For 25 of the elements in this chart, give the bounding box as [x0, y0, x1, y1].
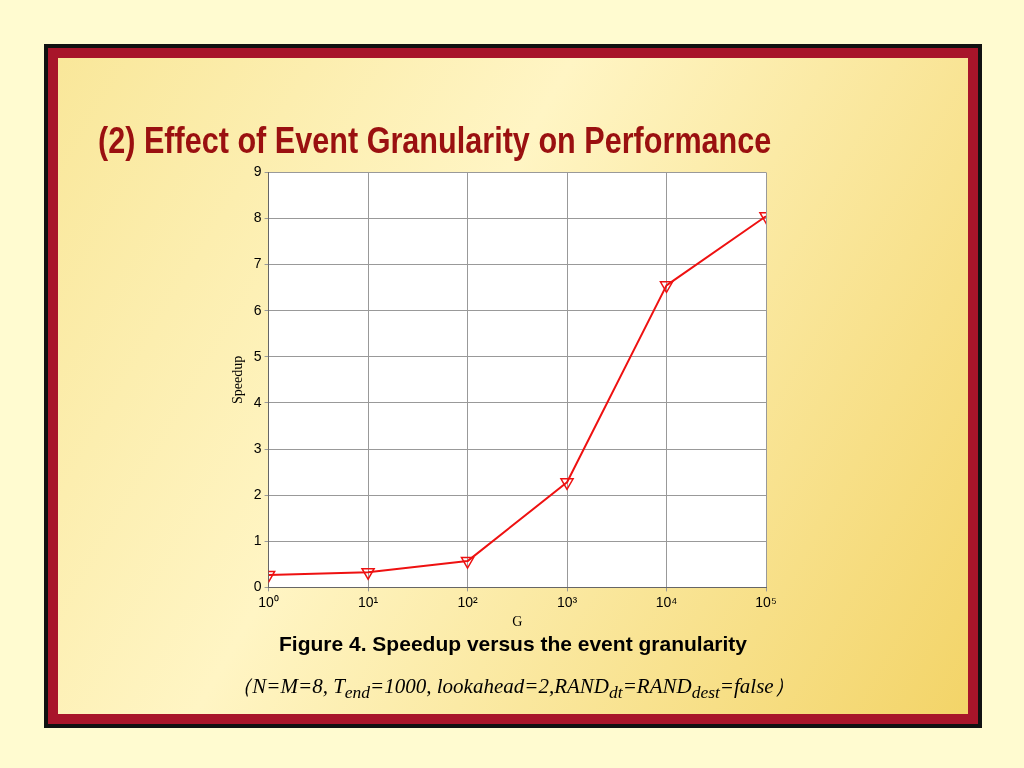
x-axis-title: G: [512, 614, 523, 630]
y-tick-label: 9: [253, 163, 262, 180]
y-tick-label: 6: [253, 301, 262, 318]
point: [460, 556, 475, 569]
y-tick-label: 3: [253, 439, 262, 456]
y-tick-label: 8: [253, 209, 262, 226]
point: [560, 478, 574, 491]
y-tick-label: 5: [253, 347, 262, 364]
y-tick-label: 7: [253, 255, 262, 272]
point: [361, 567, 375, 580]
x-tick-label: 10⁴: [655, 593, 678, 610]
x-tick-label: 10⁰: [258, 593, 279, 610]
y-tick-label: 2: [253, 486, 262, 503]
caption: Figure 4. Speedup versus the event granularity: [278, 632, 748, 656]
y-tick-label: 0: [253, 578, 262, 595]
x-tick-label: 10²: [457, 593, 479, 610]
x-tick-label: 10¹: [357, 593, 379, 610]
x-tick-label: 10³: [556, 593, 578, 610]
text: （N=M=8, T$_{end}$=1000, lookahead=2,RAND$_{dt}$=RAND$_{dest}$=false）: [230, 673, 796, 704]
chart-title: (2) Effect of Event Granularity on Performance: [98, 120, 772, 162]
y-tick-label: 4: [253, 393, 262, 410]
x-tick-label: 10⁵: [755, 593, 777, 610]
point: [659, 281, 674, 294]
y-tick-label: 1: [253, 532, 262, 549]
y-axis-title: Speedup: [230, 355, 246, 405]
